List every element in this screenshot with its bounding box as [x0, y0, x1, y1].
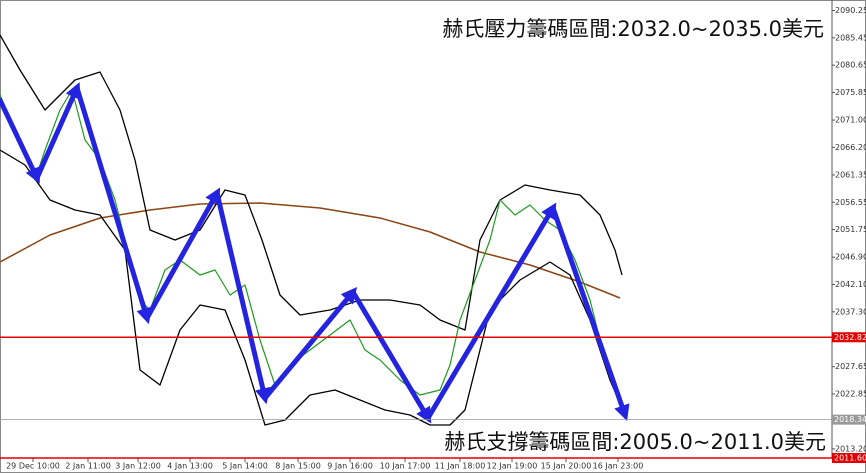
- y-tick-label: 2046.90: [835, 253, 866, 262]
- annotation-bg: [428, 12, 828, 44]
- y-tick-label: 2022.85: [835, 389, 866, 398]
- y-tick-label: 2071.00: [835, 116, 866, 125]
- price-level-box: [832, 414, 866, 425]
- x-tick-label: 12 Jan 19:00: [487, 462, 538, 471]
- x-tick-label: 29 Dec 10:00: [6, 462, 60, 471]
- x-tick-label: 8 Jan 15:00: [275, 462, 321, 471]
- price-level-box: [832, 453, 866, 463]
- y-tick-label: 2085.45: [835, 33, 866, 42]
- x-tick-label: 3 Jan 12:00: [115, 462, 161, 471]
- x-tick-label: 11 Jan 18:00: [435, 462, 486, 471]
- y-tick-label: 2080.65: [835, 61, 866, 70]
- y-tick-label: 2037.30: [835, 307, 866, 316]
- annotation-bg: [518, 426, 830, 456]
- support-annotation: 赫氏支撐籌碼區間:2005.0~2011.0美元: [444, 430, 826, 454]
- y-tick-label: 2075.85: [835, 88, 866, 97]
- series-line: [0, 34, 623, 331]
- y-tick-label: 2013.20: [835, 444, 866, 453]
- price-level-label: 2032.82: [834, 333, 866, 342]
- trend-arrow: [34, 82, 81, 181]
- trend-arrow: [144, 187, 221, 321]
- trend-arrow: [214, 190, 271, 405]
- resistance-annotation: 赫氏壓力籌碼區間:2032.0~2035.0美元: [442, 17, 824, 41]
- y-tick-label: 2061.35: [835, 170, 866, 179]
- x-tick-label: 2 Jan 11:00: [65, 462, 111, 471]
- trend-arrow: [350, 289, 432, 424]
- y-tick-label: 2056.55: [835, 198, 866, 207]
- x-tick-label: 4 Jan 13:00: [167, 462, 213, 471]
- series-line: [0, 149, 626, 426]
- x-tick-label: 9 Jan 16:00: [327, 462, 373, 471]
- y-tick-label: 2042.10: [835, 280, 866, 289]
- trend-arrow: [550, 205, 630, 422]
- trend-arrow: [262, 287, 358, 401]
- x-tick-label: 10 Jan 17:00: [380, 462, 431, 471]
- y-tick-label: 2090.25: [835, 6, 866, 15]
- x-tick-label: 15 Jan 20:00: [541, 462, 592, 471]
- y-tick-label: 2027.65: [835, 362, 866, 371]
- x-tick-label: 16 Jan 23:00: [593, 462, 644, 471]
- trend-arrow: [0, 97, 41, 184]
- y-tick-label: 2051.75: [835, 225, 866, 234]
- series-line: [0, 202, 621, 299]
- y-tick-label: 2066.20: [835, 143, 866, 152]
- price-level-box: [832, 332, 866, 343]
- trend-arrow: [425, 202, 557, 421]
- trend-arrow: [74, 85, 152, 325]
- price-level-label: 2018.34: [834, 415, 866, 424]
- x-tick-label: 5 Jan 14:00: [222, 462, 268, 471]
- price-level-label: 2011.60: [834, 454, 866, 463]
